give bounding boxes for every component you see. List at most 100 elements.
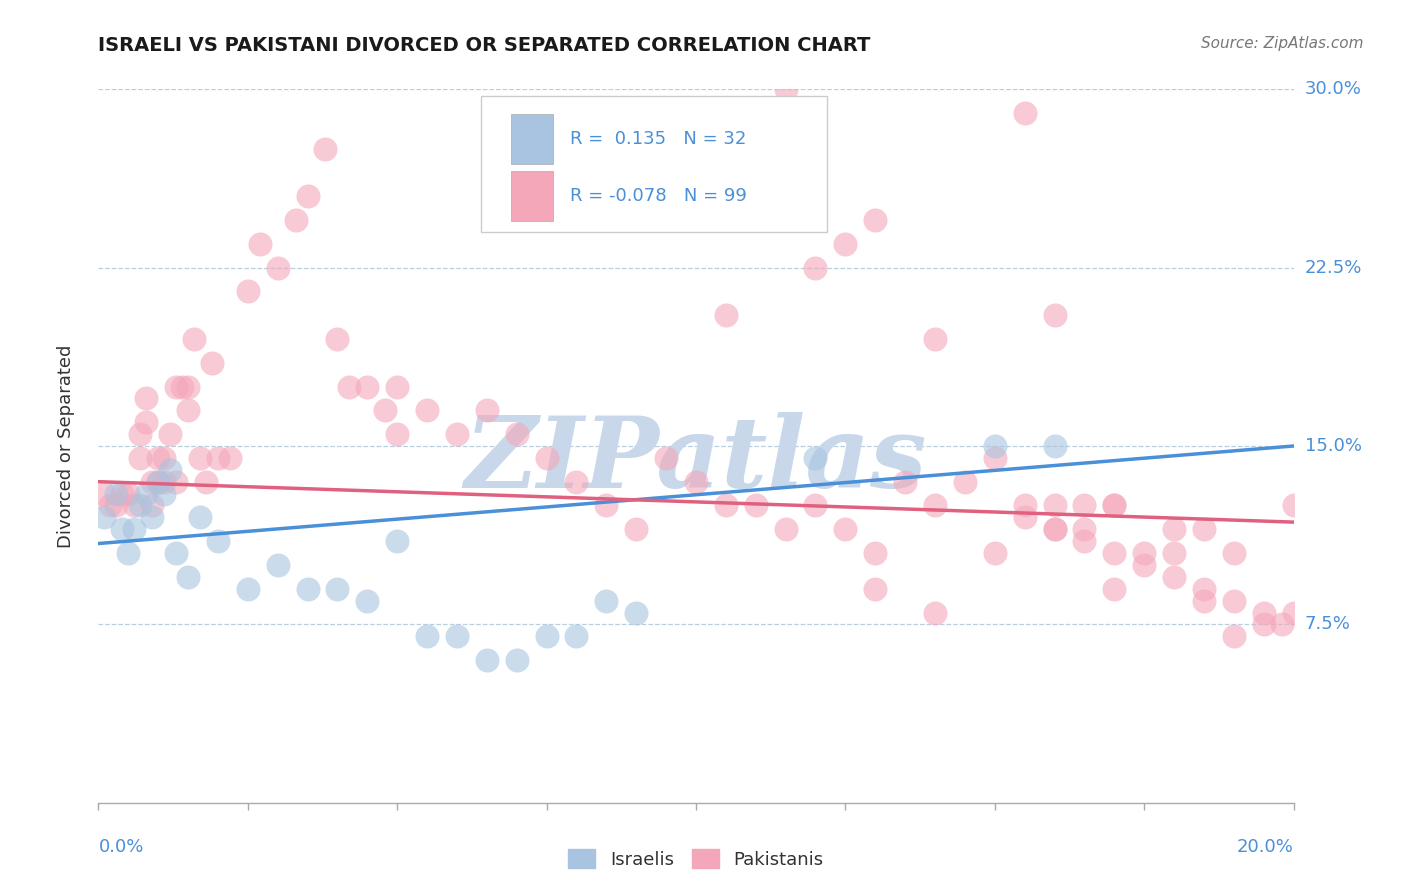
- Point: [1043, 522, 1066, 536]
- Point: [953, 475, 976, 489]
- Text: 22.5%: 22.5%: [1305, 259, 1362, 277]
- Point: [1253, 617, 1275, 632]
- Point: [506, 653, 529, 667]
- Point: [385, 379, 409, 393]
- Text: 30.0%: 30.0%: [1305, 80, 1361, 98]
- Point: [1192, 522, 1215, 536]
- Point: [983, 439, 1005, 453]
- Point: [1271, 617, 1294, 632]
- Point: [865, 582, 887, 596]
- Point: [117, 486, 139, 500]
- Point: [297, 189, 319, 203]
- Point: [804, 260, 827, 275]
- Point: [284, 213, 307, 227]
- Legend: Israelis, Pakistanis: Israelis, Pakistanis: [561, 842, 831, 876]
- Point: [1192, 593, 1215, 607]
- Point: [111, 522, 134, 536]
- Point: [159, 427, 181, 442]
- Text: Source: ZipAtlas.com: Source: ZipAtlas.com: [1201, 36, 1364, 51]
- Bar: [510, 114, 553, 164]
- Point: [194, 475, 218, 489]
- Point: [1104, 499, 1126, 513]
- Point: [1223, 629, 1246, 643]
- Point: [1192, 582, 1215, 596]
- Point: [565, 629, 588, 643]
- Text: ISRAELI VS PAKISTANI DIVORCED OR SEPARATED CORRELATION CHART: ISRAELI VS PAKISTANI DIVORCED OR SEPARAT…: [98, 36, 870, 54]
- Point: [924, 606, 946, 620]
- Point: [1163, 522, 1185, 536]
- Point: [1163, 570, 1185, 584]
- Point: [326, 332, 349, 346]
- Point: [624, 522, 647, 536]
- Point: [834, 236, 856, 251]
- Point: [536, 629, 558, 643]
- Point: [1163, 546, 1185, 560]
- Point: [1282, 499, 1305, 513]
- Point: [924, 499, 946, 513]
- Point: [894, 475, 917, 489]
- Point: [1223, 546, 1246, 560]
- Point: [1014, 499, 1036, 513]
- Point: [183, 332, 205, 346]
- Point: [1043, 499, 1066, 513]
- Point: [326, 582, 349, 596]
- Point: [1073, 534, 1095, 549]
- Point: [105, 486, 128, 500]
- Point: [1104, 582, 1126, 596]
- Point: [236, 582, 259, 596]
- Point: [745, 499, 768, 513]
- Point: [153, 486, 176, 500]
- Point: [624, 606, 647, 620]
- Point: [416, 629, 439, 643]
- Point: [315, 142, 337, 156]
- Point: [111, 486, 134, 500]
- Point: [983, 546, 1005, 560]
- Point: [172, 379, 194, 393]
- Point: [356, 593, 378, 607]
- Point: [297, 582, 319, 596]
- Point: [416, 403, 439, 417]
- Point: [1282, 606, 1305, 620]
- Point: [865, 546, 887, 560]
- Point: [148, 475, 170, 489]
- Point: [775, 522, 797, 536]
- Point: [356, 379, 378, 393]
- Point: [506, 427, 529, 442]
- Point: [536, 450, 558, 465]
- Point: [165, 475, 187, 489]
- Point: [714, 499, 737, 513]
- Point: [475, 653, 498, 667]
- Point: [804, 499, 827, 513]
- Point: [1014, 510, 1036, 524]
- Point: [655, 450, 678, 465]
- Point: [129, 499, 152, 513]
- Point: [165, 546, 187, 560]
- Point: [775, 82, 797, 96]
- Point: [595, 593, 617, 607]
- FancyBboxPatch shape: [481, 96, 827, 232]
- Point: [1253, 606, 1275, 620]
- Point: [1073, 499, 1095, 513]
- Bar: [510, 171, 553, 221]
- Point: [385, 427, 409, 442]
- Point: [124, 499, 146, 513]
- Point: [1104, 546, 1126, 560]
- Point: [153, 450, 176, 465]
- Point: [148, 450, 170, 465]
- Point: [188, 510, 211, 524]
- Point: [159, 463, 181, 477]
- Point: [714, 308, 737, 322]
- Point: [834, 522, 856, 536]
- Text: 7.5%: 7.5%: [1305, 615, 1351, 633]
- Point: [267, 260, 290, 275]
- Point: [685, 475, 707, 489]
- Point: [983, 450, 1005, 465]
- Point: [153, 475, 176, 489]
- Point: [385, 534, 409, 549]
- Text: 15.0%: 15.0%: [1305, 437, 1361, 455]
- Point: [177, 403, 200, 417]
- Point: [595, 499, 617, 513]
- Point: [135, 486, 157, 500]
- Point: [1043, 522, 1066, 536]
- Point: [1133, 546, 1156, 560]
